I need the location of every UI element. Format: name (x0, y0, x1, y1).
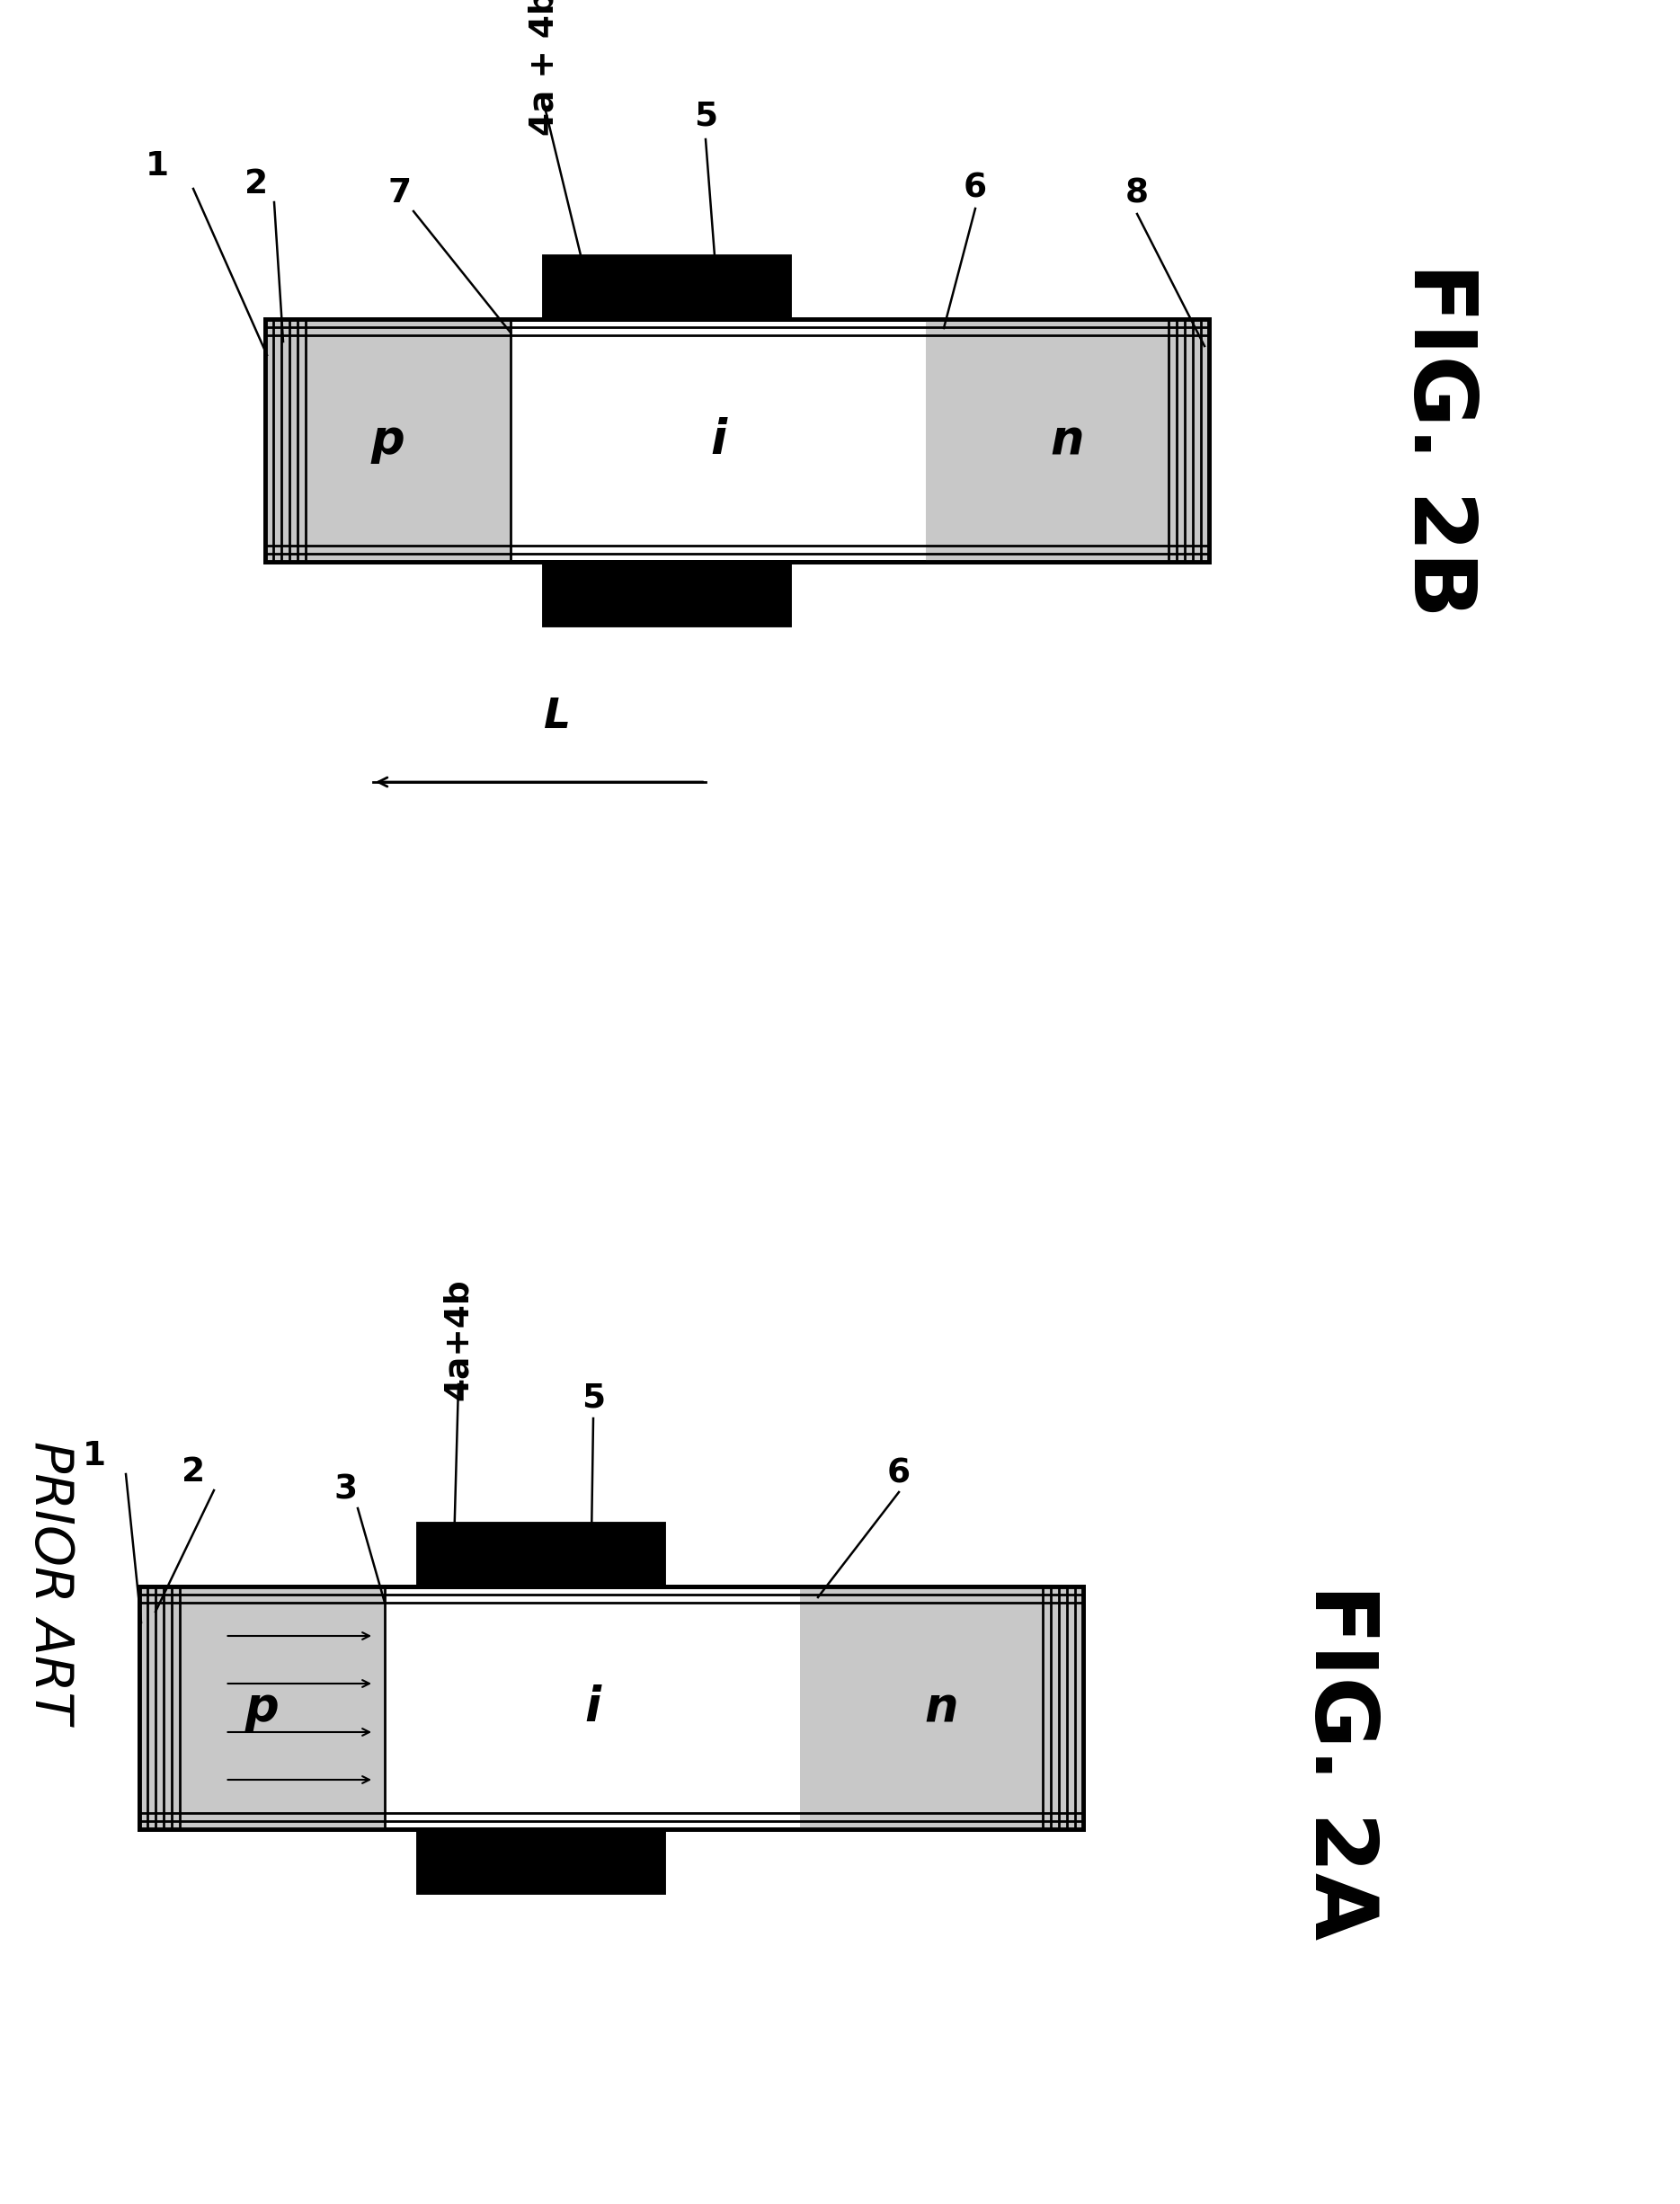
Text: 1: 1 (82, 1439, 106, 1472)
Text: 1: 1 (146, 150, 170, 183)
Text: i: i (585, 1684, 600, 1730)
Text: L: L (544, 696, 571, 736)
Text: p: p (371, 417, 405, 463)
Text: n: n (924, 1684, 958, 1730)
Bar (265, 320, 1210, 562)
Text: 5: 5 (694, 101, 717, 132)
Text: 2: 2 (244, 168, 267, 201)
Text: 8: 8 (1126, 176, 1149, 209)
Bar (265, 320, 511, 562)
Bar (418, 1829, 664, 1891)
Text: 6: 6 (887, 1459, 911, 1490)
Bar (139, 1587, 385, 1829)
Text: n: n (1050, 417, 1084, 463)
Text: PRIOR ART: PRIOR ART (24, 1441, 76, 1724)
Text: 7: 7 (388, 176, 412, 209)
Text: 5: 5 (581, 1382, 605, 1415)
Bar (544, 562, 790, 624)
Bar (800, 1587, 1084, 1829)
Text: 4a+4b: 4a+4b (442, 1278, 475, 1400)
Text: 6: 6 (964, 172, 988, 205)
Text: FIG. 2A: FIG. 2A (1297, 1585, 1381, 1940)
Text: 3: 3 (334, 1474, 358, 1508)
Bar (139, 1587, 1084, 1829)
Bar (139, 1587, 1084, 1829)
Bar (418, 1523, 664, 1587)
Bar (544, 256, 790, 320)
Text: 2: 2 (181, 1457, 205, 1488)
Text: i: i (711, 417, 726, 463)
Bar (926, 320, 1210, 562)
Bar (265, 320, 1210, 562)
Text: 4a + 4b: 4a + 4b (528, 0, 559, 137)
Text: p: p (245, 1684, 279, 1730)
Text: FIG. 2B: FIG. 2B (1396, 262, 1480, 617)
